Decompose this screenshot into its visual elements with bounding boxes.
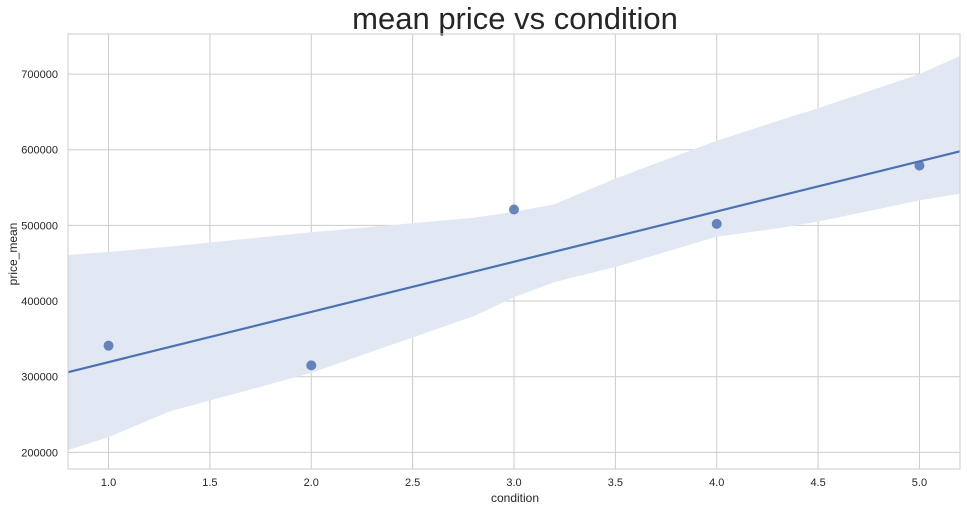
y-tick-label: 600000 bbox=[21, 145, 58, 157]
y-tick-label: 400000 bbox=[21, 296, 58, 308]
confidence-band-layer bbox=[68, 55, 960, 451]
x-tick-labels: 1.0 1.5 2.0 2.5 3.0 3.5 4.0 4.5 5.0 bbox=[101, 477, 927, 489]
data-points bbox=[103, 160, 925, 371]
data-point bbox=[509, 204, 519, 215]
y-tick-label: 700000 bbox=[21, 69, 58, 81]
y-tick-label: 500000 bbox=[21, 220, 58, 232]
confidence-band bbox=[68, 55, 960, 451]
plot-frame bbox=[67, 33, 961, 470]
y-axis-label: price_mean bbox=[6, 223, 20, 286]
x-tick-label: 3.5 bbox=[608, 477, 623, 489]
x-tick-label: 3.0 bbox=[506, 477, 521, 489]
x-tick-label: 1.5 bbox=[202, 477, 217, 489]
x-tick-label: 2.0 bbox=[304, 477, 319, 489]
x-tick-label: 4.5 bbox=[810, 477, 825, 489]
x-tick-label: 5.0 bbox=[912, 477, 927, 489]
y-tick-labels: 200000 300000 400000 500000 600000 700000 bbox=[21, 69, 58, 459]
x-tick-label: 2.5 bbox=[405, 477, 420, 489]
y-tick-label: 200000 bbox=[21, 447, 58, 459]
regression-line bbox=[67, 150, 961, 374]
data-point bbox=[306, 360, 317, 371]
x-axis-label: condition bbox=[491, 491, 539, 505]
data-point bbox=[103, 340, 114, 351]
plot-frame-rect bbox=[67, 33, 961, 470]
x-tick-label: 1.0 bbox=[101, 477, 116, 489]
data-point bbox=[711, 218, 722, 229]
y-tick-label: 300000 bbox=[21, 372, 58, 384]
x-tick-label: 4.0 bbox=[709, 477, 724, 489]
regression-line-layer bbox=[67, 150, 961, 374]
data-point bbox=[914, 160, 925, 171]
chart-title: mean price vs condition bbox=[352, 1, 678, 36]
